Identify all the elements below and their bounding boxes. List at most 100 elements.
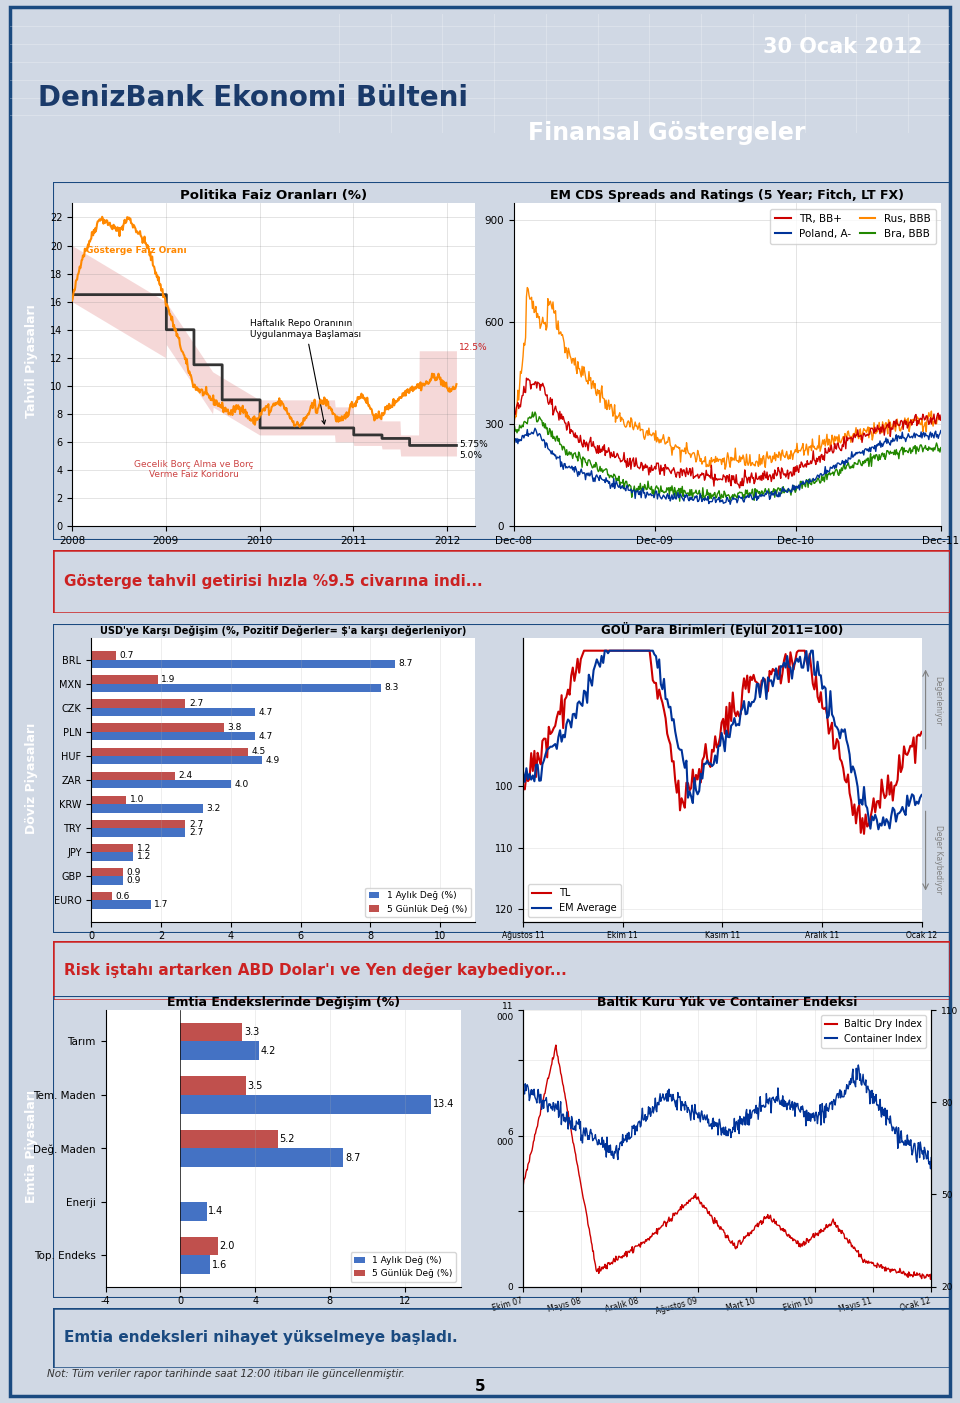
Rus, BBB (508, 427, 519, 443)
TL (916, 724, 927, 741)
Text: Değer Kaybediyor: Değer Kaybediyor (933, 825, 943, 894)
Text: 2.7: 2.7 (189, 828, 204, 838)
Rus, BBB (764, 448, 776, 464)
Line: Container Index: Container Index (523, 1065, 931, 1169)
Line: Rus, BBB: Rus, BBB (514, 288, 941, 469)
Legend: TL, EM Average: TL, EM Average (528, 884, 621, 918)
Rus, BBB (860, 422, 872, 439)
TL (903, 742, 915, 759)
Bar (91, 700, 185, 709)
Line: Poland, A-: Poland, A- (514, 428, 941, 504)
Bar (91, 868, 123, 877)
Bar (180, 1129, 277, 1148)
Bar (180, 1076, 246, 1094)
Text: Emtia Piyasaları: Emtia Piyasaları (25, 1090, 37, 1204)
Baltic Dry Index (590, 1261, 602, 1278)
Baltic Dry Index (517, 1177, 529, 1194)
Text: 5.2: 5.2 (279, 1134, 295, 1143)
TR, BB+ (711, 471, 723, 488)
Text: 3.5: 3.5 (248, 1080, 263, 1090)
Poland, A- (926, 425, 938, 442)
Text: 8.3: 8.3 (384, 683, 398, 693)
Bar (91, 756, 262, 765)
Bar (91, 683, 381, 692)
Bar (91, 675, 157, 683)
EM Average (873, 821, 884, 838)
TR, BB+ (714, 470, 726, 487)
Text: 1.7: 1.7 (154, 901, 168, 909)
Container Index (622, 1131, 634, 1148)
Rus, BBB (714, 450, 726, 467)
Bar (180, 1148, 343, 1167)
Rus, BBB (741, 446, 753, 463)
Baltic Dry Index (925, 1266, 937, 1282)
Bar (91, 901, 151, 909)
Container Index (517, 1083, 529, 1100)
Text: 3.3: 3.3 (244, 1027, 259, 1037)
Text: 12.5%: 12.5% (459, 344, 488, 352)
Text: 3.2: 3.2 (206, 804, 221, 812)
Text: 4.7: 4.7 (259, 707, 273, 717)
Bar (91, 843, 133, 852)
Bar (91, 892, 112, 901)
Bar (180, 1041, 259, 1061)
Title: USD'ye Karşı Değişim (%, Pozitif Değerler= $'a karşı değerleniyor): USD'ye Karşı Değişim (%, Pozitif Değerle… (100, 626, 467, 636)
Text: 2.7: 2.7 (189, 699, 204, 709)
Poland, A- (741, 490, 753, 506)
Text: 1.0: 1.0 (130, 796, 144, 804)
EM Average (599, 643, 611, 659)
Container Index (825, 1096, 836, 1113)
Text: 2.7: 2.7 (189, 819, 204, 829)
Text: 30 Ocak 2012: 30 Ocak 2012 (763, 38, 923, 58)
Text: Not: Tüm veriler rapor tarihinde saat 12:00 itibarı ile güncellenmiştir.: Not: Tüm veriler rapor tarihinde saat 12… (47, 1369, 405, 1379)
Rus, BBB (926, 414, 938, 431)
EM Average (679, 759, 690, 776)
Title: Politika Faiz Oranları (%): Politika Faiz Oranları (%) (180, 189, 367, 202)
Bar (91, 748, 249, 756)
Text: 5.0%: 5.0% (459, 450, 482, 460)
Poland, A- (529, 419, 540, 436)
Text: Risk iştahı artarken ABD Dolar'ı ve Yen değer kaybediyor...: Risk iştahı artarken ABD Dolar'ı ve Yen … (63, 964, 566, 978)
Bra, BBB (741, 485, 753, 502)
Text: 13.4: 13.4 (433, 1100, 454, 1110)
Text: Gecelik Borç Alma ve Borç
Verme Faiz Koridoru: Gecelik Borç Alma ve Borç Verme Faiz Kor… (134, 460, 253, 478)
Rus, BBB (935, 411, 947, 428)
EM Average (583, 666, 594, 683)
Text: 5.75%: 5.75% (459, 439, 488, 449)
Poland, A- (508, 435, 519, 452)
TL (585, 643, 596, 659)
Bar (91, 804, 203, 812)
TL (794, 643, 805, 659)
Bar (180, 1202, 206, 1221)
Bar (180, 1094, 431, 1114)
TR, BB+ (741, 469, 753, 485)
Text: 0.9: 0.9 (126, 875, 140, 885)
Title: EM CDS Spreads and Ratings (5 Year; Fitch, LT FX): EM CDS Spreads and Ratings (5 Year; Fitc… (550, 189, 904, 202)
Text: 4.9: 4.9 (266, 756, 280, 765)
TL (858, 825, 870, 842)
Bar (91, 724, 224, 732)
Line: TL: TL (523, 651, 922, 833)
Bar (180, 1023, 242, 1041)
Rus, BBB (521, 279, 533, 296)
Container Index (702, 1114, 713, 1131)
Baltic Dry Index (924, 1271, 936, 1288)
Bra, BBB (935, 439, 947, 456)
Baltic Dry Index (550, 1037, 562, 1054)
Line: Baltic Dry Index: Baltic Dry Index (523, 1045, 931, 1280)
Poland, A- (711, 491, 723, 508)
Text: 0.9: 0.9 (126, 867, 140, 877)
Text: Değerleniyor: Değerleniyor (933, 676, 943, 725)
Title: GOÜ Para Birimleri (Eylül 2011=100): GOÜ Para Birimleri (Eylül 2011=100) (601, 622, 844, 637)
Text: 4.7: 4.7 (259, 731, 273, 741)
Rus, BBB (711, 450, 723, 467)
Text: 1.2: 1.2 (136, 843, 151, 853)
Bar (91, 651, 115, 659)
TL (679, 800, 690, 817)
Rus, BBB (719, 460, 731, 477)
Title: Baltik Kuru Yük ve Container Endeksi: Baltik Kuru Yük ve Container Endeksi (597, 996, 857, 1009)
Text: DenizBank Ekonomi Bülteni: DenizBank Ekonomi Bülteni (37, 84, 468, 111)
Line: EM Average: EM Average (523, 651, 922, 829)
Title: Emtia Endekslerinde Değişim (%): Emtia Endekslerinde Değişim (%) (167, 996, 399, 1009)
Container Index (589, 1127, 601, 1143)
